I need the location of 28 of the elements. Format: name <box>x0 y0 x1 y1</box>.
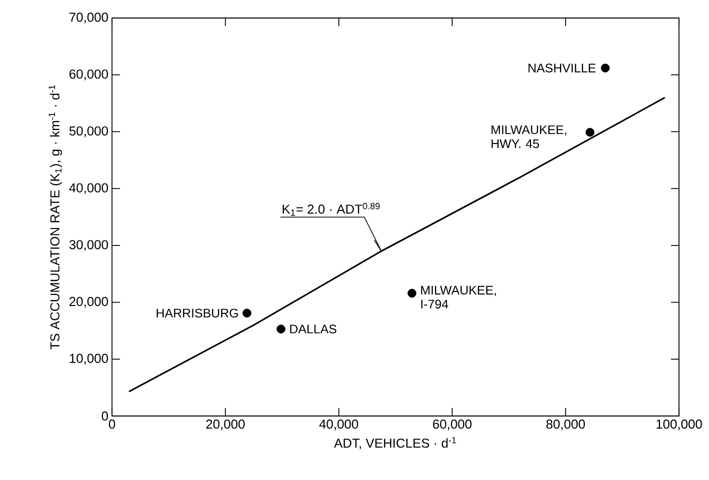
annotation: MILWAUKEE, HWY. 45 <box>492 125 566 148</box>
x-tick-label: 100,000 <box>656 420 702 430</box>
x-tick-label: 60,000 <box>433 420 472 430</box>
y-tick-label: 0 <box>102 411 108 421</box>
x-tick-label: 80,000 <box>546 420 585 430</box>
annotation: MILWAUKEE, I-794 <box>421 286 496 309</box>
y-tick-label: 50,000 <box>69 126 108 138</box>
point <box>408 288 416 298</box>
point <box>586 128 594 137</box>
x-tick-label: 40,000 <box>319 420 358 430</box>
y-tick-label: 60,000 <box>70 70 108 80</box>
annotation: NASHVILLE <box>528 64 596 72</box>
y-tick-label: 20,000 <box>70 296 108 308</box>
line-series <box>128 96 666 392</box>
x-axis-title: ADT, VEHICLES · d$^{-1}$ <box>334 437 456 450</box>
y-tick-label: 10,000 <box>70 354 108 364</box>
point <box>242 308 252 318</box>
y-tick-label: 30,000 <box>69 240 108 251</box>
y-tick-label: 70,000 <box>70 12 108 24</box>
point <box>600 64 610 72</box>
y-axis-title: TS ACCUMULATION RATE (K$_{1}$), g · km$^{-1}$ · d$^{-1}$ <box>48 85 62 350</box>
point <box>276 324 286 334</box>
annotation: DALLAS <box>290 324 336 334</box>
x-tick-label: 0 <box>108 420 116 429</box>
annotation: K$_{1}$= 2.0 · ADT$^{0.89}$ <box>282 202 380 216</box>
y-tick-label: 40,000 <box>69 183 108 194</box>
x-tick-label: 20,000 <box>206 420 245 430</box>
annotation: HARRISBURG <box>156 308 238 318</box>
